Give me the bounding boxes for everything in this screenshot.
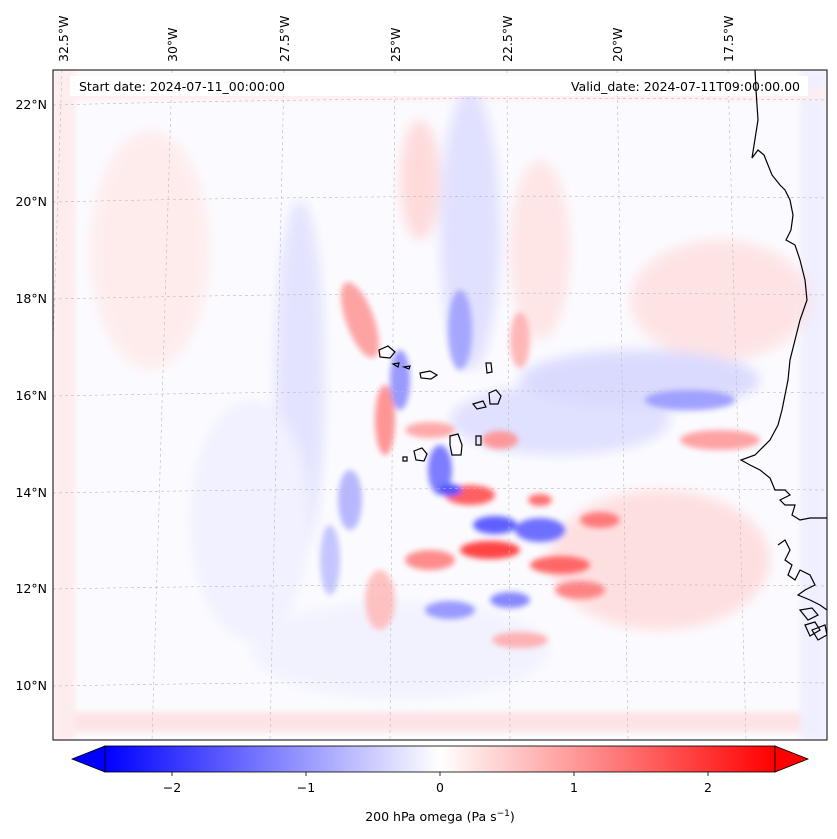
lon-tick-label: 30°W <box>165 27 180 62</box>
lat-tick-label: 16°N <box>15 388 47 403</box>
lat-tick-label: 12°N <box>15 581 47 596</box>
lat-tick-label: 10°N <box>15 678 47 693</box>
colorbar-extend-low <box>70 745 106 773</box>
lon-tick-label: 20°W <box>610 27 625 62</box>
colorbar-label-close: ) <box>510 809 515 824</box>
african-coastline <box>739 70 827 641</box>
lat-tick-label: 20°N <box>15 194 47 209</box>
colorbar-tick-label: 1 <box>570 780 578 795</box>
cape-verde-islands <box>378 345 502 462</box>
lon-tick-label: 17.5°W <box>721 16 736 62</box>
gridlines <box>53 70 827 740</box>
colorbar-label-exp: −1 <box>497 809 510 819</box>
colorbar: −2 −1 0 1 2 200 hPa omega (Pa s−1) <box>70 745 810 824</box>
lon-tick-label: 27.5°W <box>277 16 292 62</box>
colorbar-tick-label: 0 <box>436 780 444 795</box>
lat-tick-label: 18°N <box>15 291 47 306</box>
colorbar-extend-high <box>774 745 810 773</box>
lon-tick-labels: 32.5°W 30°W 27.5°W 25°W 22.5°W 20°W 17.5… <box>56 16 736 62</box>
colorbar-tick-label: −1 <box>297 780 315 795</box>
start-date-label: Start date: 2024-07-11_00:00:00 <box>79 79 285 94</box>
colorbar-label-main: 200 hPa omega (Pa s <box>365 809 496 824</box>
valid-date-label: Valid_date: 2024-07-11T09:00:00.00 <box>571 79 800 94</box>
lon-tick-label: 25°W <box>388 27 403 62</box>
colorbar-tick-label: 2 <box>704 780 712 795</box>
plot-frame <box>52 69 828 741</box>
lat-tick-label: 14°N <box>15 485 47 500</box>
colorbar-label: 200 hPa omega (Pa s−1) <box>365 809 515 824</box>
lat-tick-labels: 22°N 20°N 18°N 16°N 14°N 12°N 10°N <box>15 97 47 693</box>
omega-field <box>53 70 827 740</box>
lat-tick-label: 22°N <box>15 97 47 112</box>
colorbar-tick-label: −2 <box>163 780 181 795</box>
lon-tick-label: 32.5°W <box>56 16 71 62</box>
lon-tick-label: 22.5°W <box>500 16 515 62</box>
colorbar-gradient <box>104 745 776 773</box>
